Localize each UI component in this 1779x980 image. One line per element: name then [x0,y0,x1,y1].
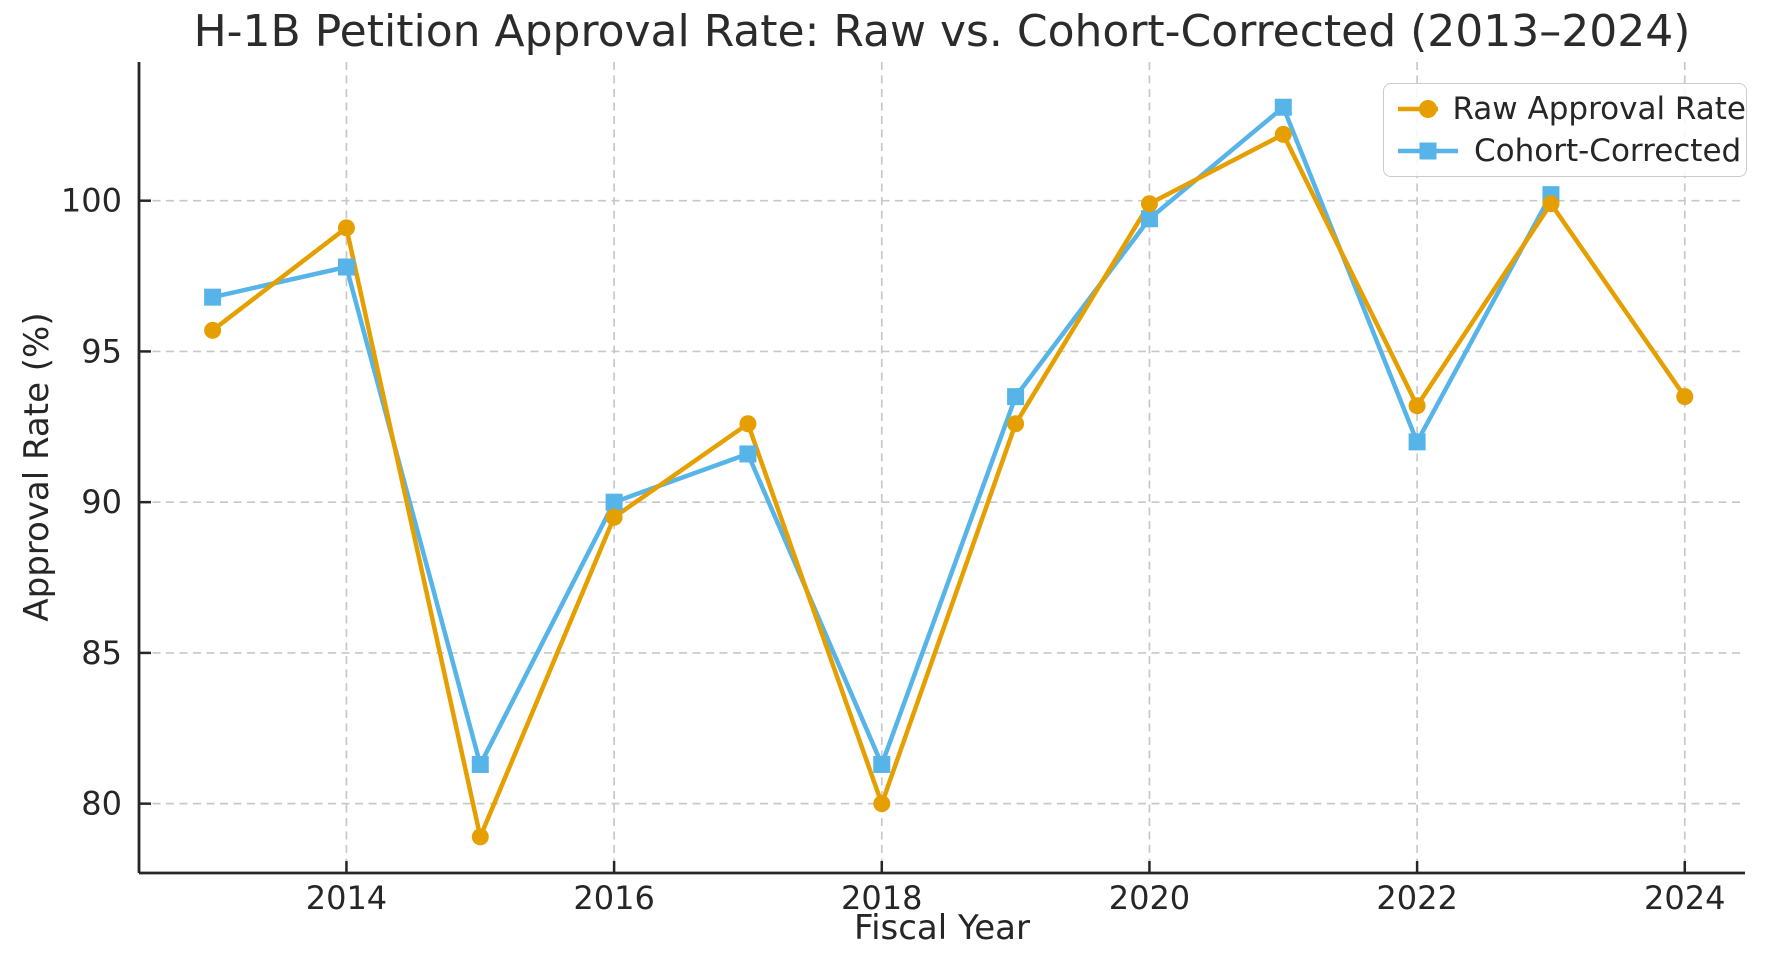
y-tick-label-85: 85 [81,634,122,672]
x-tick-label-2016: 2016 [573,879,654,917]
raw-marker-2024 [1676,388,1694,406]
raw-marker-2019 [1007,415,1025,433]
y-tick-label-80: 80 [81,785,122,823]
raw-marker-2018 [873,795,891,813]
x-tick-label-2022: 2022 [1376,879,1457,917]
cohort-marker-2021 [1274,98,1292,116]
legend-sample-cohort [1398,142,1458,160]
legend-row-raw: Raw Approval Rate [1396,91,1746,127]
series-line-raw [211,132,1687,840]
y-tick-label-90: 90 [81,483,122,521]
raw-marker-2016 [605,508,623,526]
cohort-marker-2020 [1140,210,1158,228]
raw-marker-2021 [1274,125,1292,143]
legend: Raw Approval Rate Cohort-Corrected [1383,83,1747,177]
raw-marker-2023 [1542,195,1560,213]
cohort-marker-2016 [605,493,623,511]
legend-row-cohort: Cohort-Corrected [1396,133,1746,169]
cohort-marker-2015 [471,755,489,773]
cohort-marker-2019 [1007,388,1025,406]
x-tick-label-2024: 2024 [1644,879,1725,917]
series-line-cohort [212,104,1553,767]
cohort-marker-2014 [337,258,355,276]
y-tick-label-95: 95 [81,332,122,370]
x-tick-label-2018: 2018 [841,879,922,917]
chart-title: H-1B Petition Approval Rate: Raw vs. Coh… [193,6,1691,57]
raw-marker-2022 [1408,397,1426,415]
legend-label-raw: Raw Approval Rate [1452,90,1746,127]
legend-sample-raw [1398,99,1439,118]
raw-marker-2020 [1140,195,1158,213]
raw-marker-2017 [739,415,757,433]
raw-marker-2015 [471,828,489,846]
x-tick-label-2014: 2014 [306,879,387,917]
raw-marker-2013 [204,321,222,339]
y-axis-label: Approval Rate (%) [17,312,57,622]
legend-cohort-square-marker-icon [1419,142,1437,160]
x-axis-label: Fiscal Year [853,908,1030,948]
cohort-marker-2018 [873,755,891,773]
legend-label-cohort: Cohort-Corrected [1474,133,1742,170]
raw-marker-2014 [337,219,355,237]
x-tick-label-2020: 2020 [1109,879,1190,917]
cohort-marker-2022 [1408,433,1426,451]
cohort-marker-2013 [204,288,222,306]
y-tick-label-100: 100 [61,182,122,220]
cohort-marker-2017 [739,445,757,463]
legend-raw-circle-marker-icon [1419,99,1437,118]
